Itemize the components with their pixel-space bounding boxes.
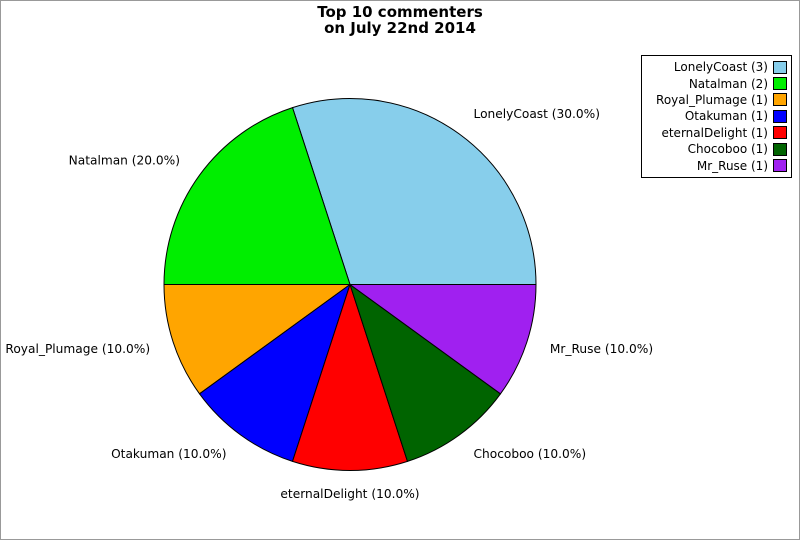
legend-color-swatch — [773, 109, 787, 123]
legend-item-Chocoboo: Chocoboo (1) — [646, 141, 787, 157]
legend-item-label: Chocoboo (1) — [687, 142, 768, 157]
legend-item-label: Natalman (2) — [688, 76, 768, 91]
legend-color-swatch — [773, 159, 787, 173]
legend: LonelyCoast (3) Natalman (2) Royal_Plumage… — [641, 55, 792, 178]
chart-title: Top 10 commenters on July 22nd 2014 — [1, 4, 799, 36]
pie-slice-label-Royal_Plumage: Royal_Plumage (10.0%) — [5, 342, 150, 356]
legend-item-eternalDelight: eternalDelight (1) — [646, 125, 787, 141]
pie-slice-label-Chocoboo: Chocoboo (10.0%) — [474, 447, 587, 461]
legend-item-label: LonelyCoast (3) — [673, 60, 768, 75]
pie-slice-label-LonelyCoast: LonelyCoast (30.0%) — [474, 107, 601, 121]
pie-slice-LonelyCoast — [292, 98, 537, 285]
legend-item-label: eternalDelight (1) — [661, 125, 768, 140]
legend-item-Otakuman: Otakuman (1) — [646, 108, 787, 124]
pie-slice-Mr_Ruse — [349, 284, 537, 395]
chart-title-line2: on July 22nd 2014 — [324, 19, 476, 37]
pie-slice-label-Natalman: Natalman (20.0%) — [69, 154, 180, 168]
legend-item-label: Mr_Ruse (1) — [696, 158, 768, 173]
legend-color-swatch — [773, 142, 787, 156]
pie-slice-label-Mr_Ruse: Mr_Ruse (10.0%) — [550, 342, 653, 356]
legend-color-swatch — [773, 126, 787, 140]
pie-slice-Royal_Plumage — [163, 284, 351, 395]
pie-slice-Chocoboo — [349, 284, 501, 462]
chart-title-line1: Top 10 commenters — [317, 3, 483, 21]
pie-slice-Otakuman — [199, 284, 351, 462]
pie-slice-eternalDelight — [292, 284, 408, 471]
pie-slice-label-Otakuman: Otakuman (10.0%) — [111, 447, 226, 461]
legend-item-Natalman: Natalman (2) — [646, 75, 787, 91]
legend-item-label: Otakuman (1) — [684, 109, 768, 124]
legend-color-swatch — [773, 60, 787, 74]
pie-slice-Natalman — [163, 107, 351, 285]
pie-slice-label-eternalDelight: eternalDelight (10.0%) — [280, 487, 419, 501]
legend-item-Mr_Ruse: Mr_Ruse (1) — [646, 157, 787, 173]
legend-item-Royal_Plumage: Royal_Plumage (1) — [646, 92, 787, 108]
legend-color-swatch — [773, 93, 787, 107]
legend-item-label: Royal_Plumage (1) — [656, 92, 768, 107]
legend-color-swatch — [773, 77, 787, 91]
legend-item-LonelyCoast: LonelyCoast (3) — [646, 59, 787, 75]
